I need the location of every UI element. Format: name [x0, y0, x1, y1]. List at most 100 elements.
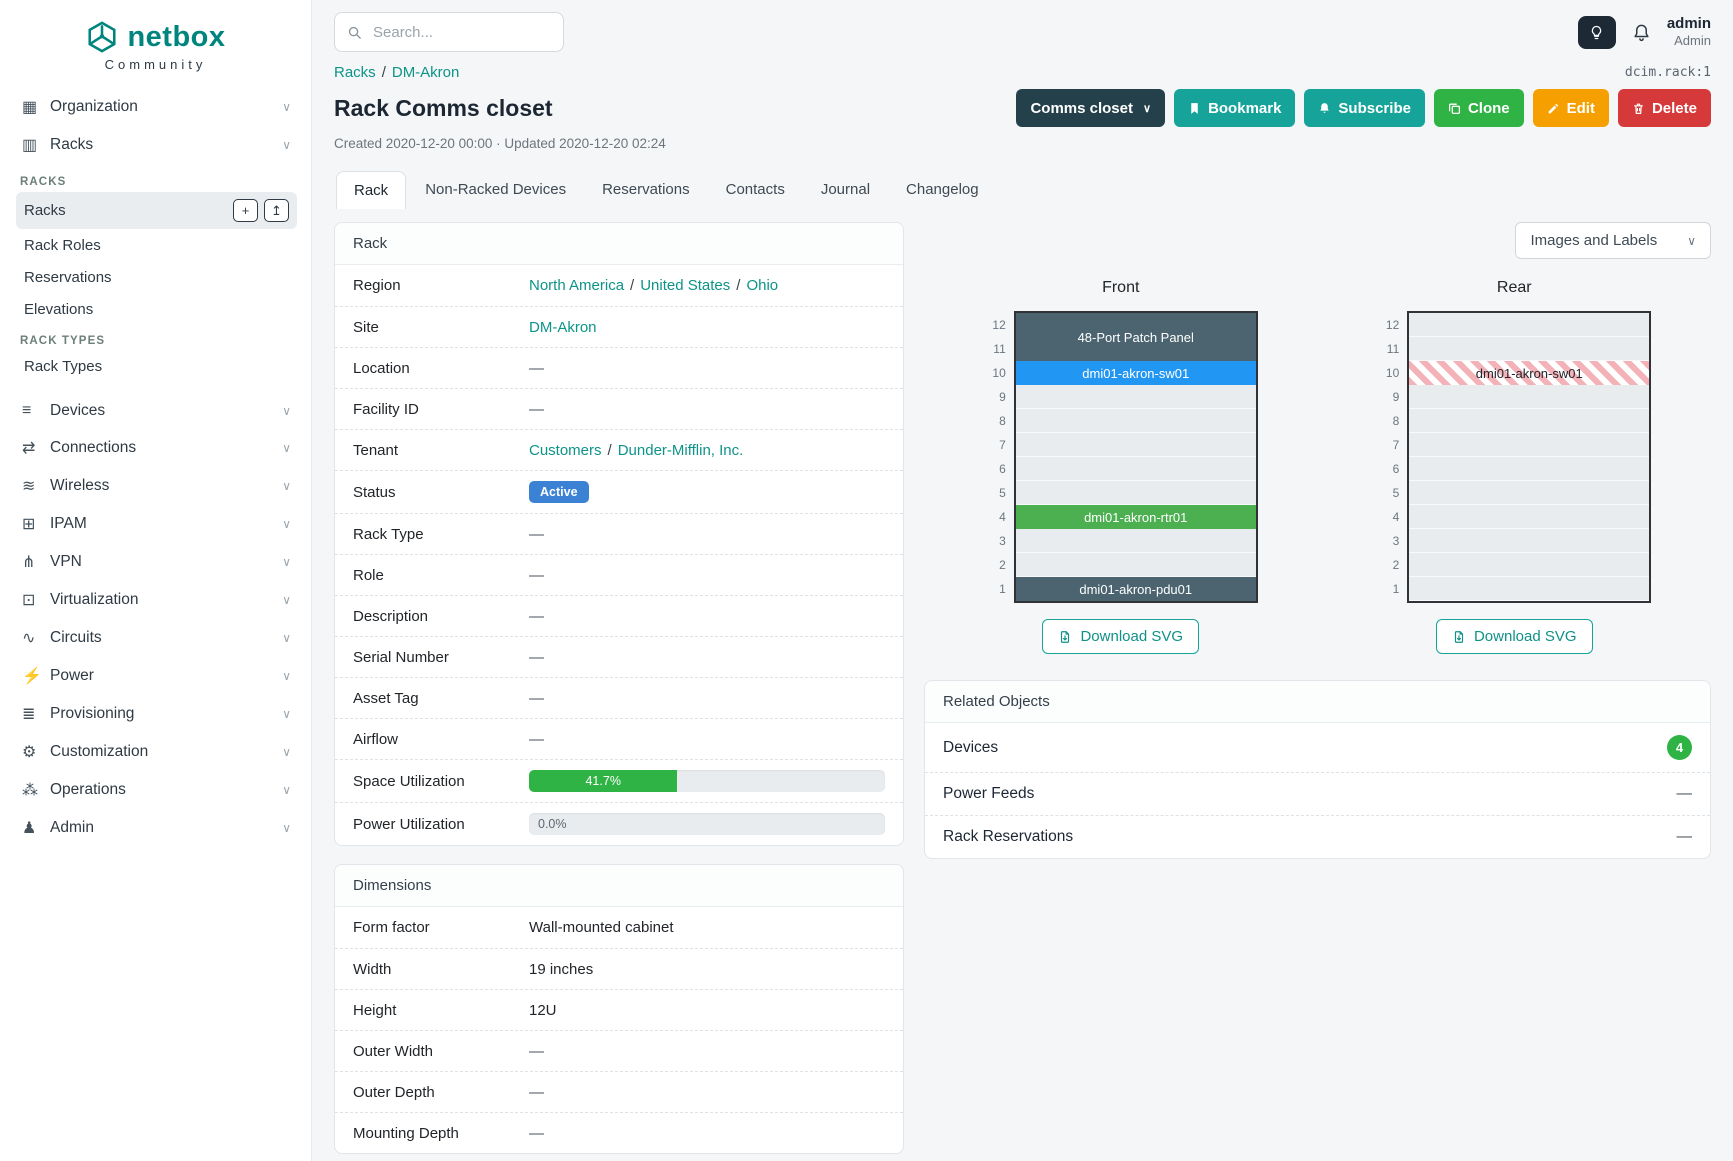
tenant-link[interactable]: Dunder-Mifflin, Inc. [617, 441, 744, 459]
attr-row-space-utilization: Space Utilization 41.7% [335, 759, 903, 802]
empty-unit-1[interactable] [1409, 577, 1650, 601]
region-link[interactable]: United States [640, 277, 731, 294]
chevron-down-icon: ∨ [282, 517, 291, 531]
tab-contacts[interactable]: Contacts [725, 181, 785, 198]
tab-rack[interactable]: Rack [336, 171, 407, 209]
breadcrumb-link-racks[interactable]: Racks [334, 64, 376, 81]
breadcrumb-link-site[interactable]: DM-Akron [391, 64, 460, 81]
bookmark-button[interactable]: Bookmark [1174, 89, 1296, 127]
sidebar-item-ipam[interactable]: ⊞ IPAM ∨ [22, 515, 291, 533]
add-rack-button[interactable]: + [233, 199, 258, 222]
sidebar-item-connections[interactable]: ⇄ Connections ∨ [22, 439, 291, 457]
images-and-labels-select[interactable]: Images and Labels ∨ [1515, 222, 1711, 259]
chevron-down-icon: ∨ [282, 441, 291, 455]
breadcrumb-row: Racks / DM-Akron dcim.rack:1 [334, 64, 1711, 81]
tab-changelog[interactable]: Changelog [906, 181, 979, 198]
search-icon [347, 25, 362, 40]
clone-button[interactable]: Clone [1433, 89, 1524, 127]
empty-unit-3[interactable] [1015, 529, 1256, 553]
object-identifier: dcim.rack:1 [1624, 65, 1711, 80]
empty-unit-2[interactable] [1409, 553, 1650, 577]
device-48-port-patch-panel[interactable]: 48-Port Patch Panel [1015, 313, 1256, 361]
brand-logo[interactable]: netbox Community [0, 8, 311, 88]
sidebar-item-wireless[interactable]: ≋ Wireless ∨ [22, 477, 291, 495]
sidebar: netbox Community ▦ Organization ∨ ▥ Rack… [0, 0, 312, 1161]
chevron-down-icon: ∨ [282, 821, 291, 835]
related-devices-link[interactable]: Devices [943, 738, 999, 756]
region-link[interactable]: North America [529, 277, 625, 294]
rear-occupied-dmi01-akron-sw01[interactable]: dmi01-akron-sw01 [1409, 361, 1650, 385]
attr-row-form-factor: Form factor Wall-mounted cabinet [353, 919, 674, 936]
empty-unit-6[interactable] [1409, 457, 1650, 481]
user-menu[interactable]: admin Admin [1667, 15, 1711, 50]
search-input[interactable] [371, 22, 551, 42]
empty-unit-5[interactable] [1015, 481, 1256, 505]
tab-journal[interactable]: Journal [820, 181, 871, 198]
empty-unit-8[interactable] [1015, 409, 1256, 433]
empty-unit-2[interactable] [1015, 553, 1256, 577]
chevron-down-icon: ∨ [282, 593, 291, 607]
empty-unit-12[interactable] [1409, 313, 1650, 337]
sidebar-subitem-rack-roles[interactable]: Rack Roles [24, 237, 101, 254]
edit-button[interactable]: Edit [1532, 89, 1609, 127]
notifications-button[interactable] [1632, 23, 1651, 42]
sidebar-subitem-racks[interactable]: Racks + ↥ [16, 192, 297, 229]
comms-closet-dropdown-button[interactable]: Comms closet ∨ [1016, 89, 1166, 127]
attr-row-facility-id: Facility ID — [335, 388, 903, 429]
attr-row-serial-number: Serial Number — [335, 636, 903, 677]
sidebar-item-vpn[interactable]: ⋔ VPN ∨ [22, 553, 291, 571]
theme-toggle-button[interactable] [1577, 15, 1616, 49]
attr-row-asset-tag: Asset Tag — [335, 677, 903, 718]
empty-unit-9[interactable] [1015, 385, 1256, 409]
sidebar-item-power[interactable]: ⚡ Power ∨ [22, 667, 291, 685]
monitor-icon: ⊡ [22, 592, 36, 609]
sidebar-item-provisioning[interactable]: ≣ Provisioning ∨ [22, 705, 291, 723]
empty-unit-5[interactable] [1409, 481, 1650, 505]
region-link[interactable]: Ohio [746, 277, 779, 294]
download-svg-rear-button[interactable]: Download SVG [1435, 619, 1593, 654]
sidebar-item-organization[interactable]: ▦ Organization ∨ [22, 98, 291, 116]
related-row-rack-reservations: Rack Reservations — [925, 815, 1710, 858]
subscribe-button[interactable]: Subscribe [1304, 89, 1425, 127]
sidebar-item-admin[interactable]: ♟ Admin ∨ [22, 819, 291, 837]
chevron-down-icon: ∨ [282, 707, 291, 721]
empty-unit-7[interactable] [1409, 433, 1650, 457]
delete-button[interactable]: Delete [1617, 89, 1711, 127]
trash-icon [1632, 102, 1645, 115]
tenant-group-link[interactable]: Customers [529, 441, 602, 459]
tab-reservations[interactable]: Reservations [602, 181, 690, 198]
related-power-feeds-link[interactable]: Power Feeds [943, 785, 1035, 802]
chevron-down-icon: ∨ [1687, 233, 1696, 248]
sidebar-item-customization[interactable]: ⚙ Customization ∨ [22, 743, 291, 761]
sidebar-item-operations[interactable]: ⁂ Operations ∨ [22, 781, 291, 799]
download-svg-front-button[interactable]: Download SVG [1042, 619, 1200, 654]
related-rack-reservations-link[interactable]: Rack Reservations [943, 828, 1074, 845]
device-dmi01-akron-sw01[interactable]: dmi01-akron-sw01 [1015, 361, 1256, 385]
device-dmi01-akron-pdu01[interactable]: dmi01-akron-pdu01 [1015, 577, 1256, 601]
empty-unit-9[interactable] [1409, 385, 1650, 409]
chevron-down-icon: ∨ [282, 479, 291, 493]
tab-non-racked-devices[interactable]: Non-Racked Devices [425, 181, 567, 198]
sidebar-item-devices[interactable]: ≡ Devices ∨ [22, 402, 291, 419]
sidebar-subitem-reservations[interactable]: Reservations [24, 269, 112, 286]
tab-bar: Rack Non-Racked Devices Reservations Con… [334, 171, 1711, 209]
empty-unit-6[interactable] [1015, 457, 1256, 481]
cable-icon: ⇄ [22, 440, 36, 457]
sidebar-subitem-rack-types[interactable]: Rack Types [24, 358, 103, 375]
device-dmi01-akron-rtr01[interactable]: dmi01-akron-rtr01 [1015, 505, 1256, 529]
sidebar-subitem-elevations[interactable]: Elevations [24, 301, 94, 318]
import-racks-button[interactable]: ↥ [264, 199, 289, 222]
empty-unit-3[interactable] [1409, 529, 1650, 553]
empty-unit-11[interactable] [1409, 337, 1650, 361]
sidebar-item-virtualization[interactable]: ⊡ Virtualization ∨ [22, 591, 291, 609]
site-link[interactable]: DM-Akron [529, 318, 597, 336]
empty-unit-4[interactable] [1409, 505, 1650, 529]
empty-unit-8[interactable] [1409, 409, 1650, 433]
elevation-toolbar: Images and Labels ∨ [924, 222, 1711, 259]
gear-icon: ⚙ [22, 744, 37, 761]
bell-icon [1632, 23, 1651, 42]
sidebar-item-circuits[interactable]: ∿ Circuits ∨ [22, 629, 291, 647]
rack-panel: Rack Region North America / United States /… [334, 222, 904, 846]
sidebar-item-racks[interactable]: ▥ Racks ∨ [22, 136, 291, 154]
empty-unit-7[interactable] [1015, 433, 1256, 457]
